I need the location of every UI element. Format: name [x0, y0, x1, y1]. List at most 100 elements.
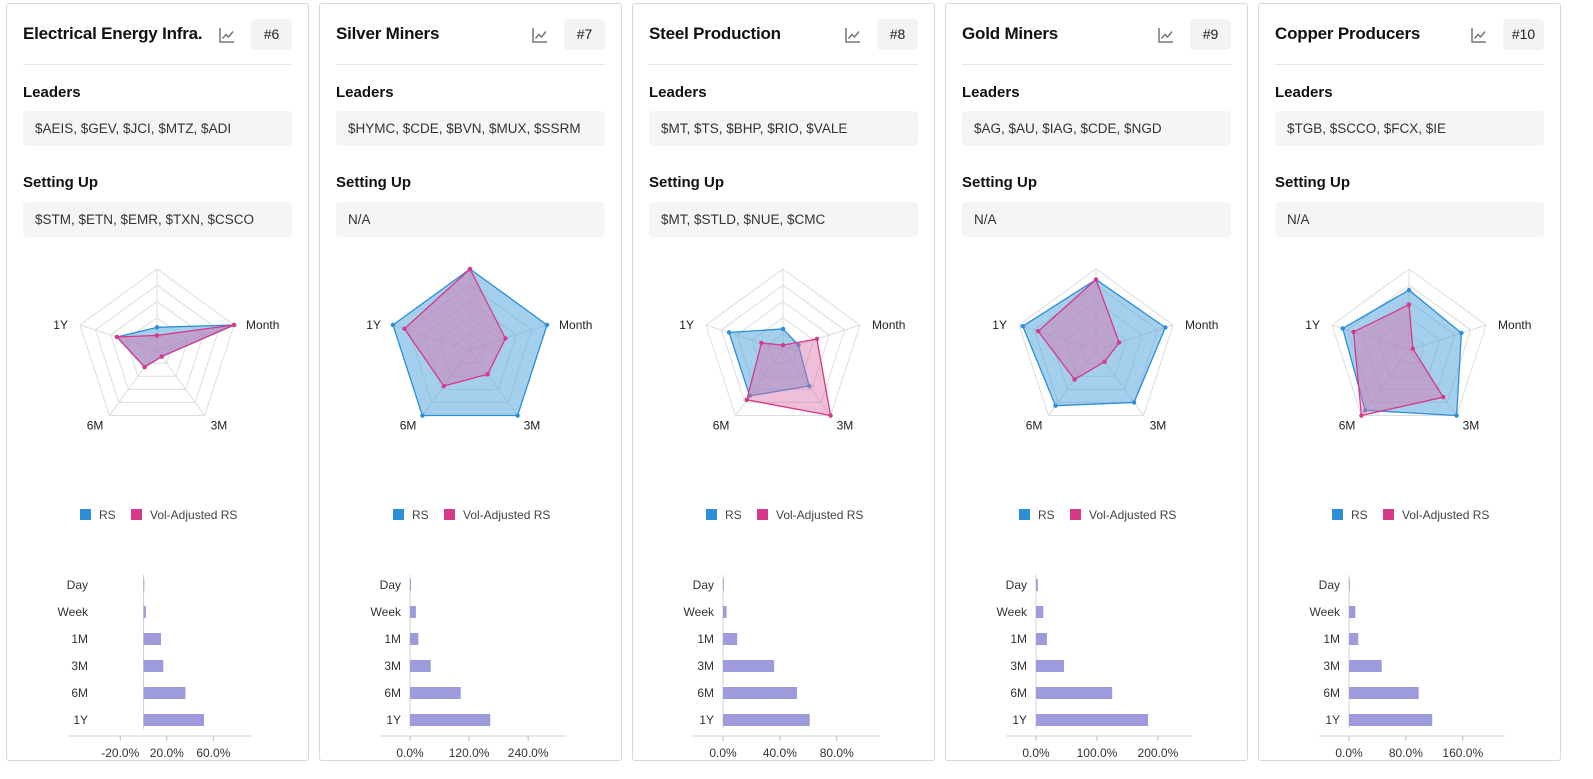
bar [1349, 660, 1382, 672]
legend-vol-label: Vol-Adjusted RS [1402, 508, 1489, 522]
radar-axis-label: Week [1394, 262, 1425, 263]
rank-badge: #7 [564, 19, 605, 50]
radar-series-vol-adjusted-rs [116, 324, 235, 368]
bar-category-label: 6M [1323, 686, 1340, 700]
radar-point-vol-adjusted-rs [1102, 359, 1107, 364]
card-title: Electrical Energy Infra. [23, 24, 203, 43]
line-chart-icon[interactable] [1157, 26, 1175, 44]
legend-vol-swatch [1070, 509, 1081, 520]
radar-series-vol-adjusted-rs [1037, 278, 1120, 381]
bar-chart: Day Week 1M 3M 6M 1Y 0.0% 40.0% 80.0% [684, 575, 879, 760]
radar-axis-label: Month [1498, 318, 1531, 332]
bar-category-label: 6M [384, 686, 401, 700]
bar-category-label: 1Y [73, 713, 88, 727]
radar-point-vol-adjusted-rs [441, 383, 447, 389]
bar [143, 660, 164, 672]
radar-point-vol-adjusted-rs [1072, 377, 1077, 382]
bar [410, 633, 419, 645]
leaders-label: Leaders [336, 84, 394, 101]
legend-rs-label: RS [1038, 508, 1055, 522]
bar-chart: Day Week 1M 3M 6M 1Y -20.0% 20.0% 60.0% [58, 575, 253, 760]
radar-point-vol-adjusted-rs [1359, 413, 1364, 418]
line-chart-icon[interactable] [218, 26, 236, 44]
bar-category-label: 1Y [1012, 713, 1027, 727]
radar-chart: Week Month 3M 6M 1Y RS Vol-Adjusted RS [366, 262, 592, 522]
radar-axis-label: 3M [524, 419, 541, 433]
radar-point-vol-adjusted-rs [814, 336, 820, 342]
radar-series-vol-adjusted-rs [1352, 303, 1444, 417]
radar-series-rs [392, 268, 548, 417]
radar-grid-ring [705, 268, 861, 417]
leaders-value: $MT, $TS, $BHP, $RIO, $VALE [649, 111, 918, 146]
bar-category-label: 3M [384, 659, 401, 673]
radar-point-rs [515, 413, 520, 418]
bar [410, 606, 416, 618]
bar-chart: Day Week 1M 3M 6M 1Y 0.0% 120.0% 240.0% [371, 575, 566, 760]
bar [143, 714, 205, 726]
bar-category-label: 6M [697, 686, 714, 700]
radar-axis-label: 1Y [992, 318, 1007, 332]
setting-up-value: N/A [1275, 202, 1544, 237]
setting-up-label: Setting Up [1275, 174, 1350, 191]
radar-spoke [156, 349, 206, 416]
radar-axis-label: 1Y [679, 318, 694, 332]
bar-tick-label: 0.0% [1335, 746, 1363, 760]
radar-point-rs [806, 383, 812, 389]
radar-point-rs [796, 342, 801, 348]
radar-grid-ring [720, 284, 846, 403]
bar [723, 687, 797, 699]
radar-point-rs [1454, 413, 1459, 418]
radar-grid-ring [79, 268, 235, 417]
bar [410, 660, 431, 672]
radar-point-vol-adjusted-rs [159, 354, 164, 359]
setting-up-label: Setting Up [649, 174, 724, 191]
bar-tick-label: 40.0% [763, 746, 797, 760]
radar-point-rs [780, 326, 786, 332]
card-header: Silver Miners #7 [336, 4, 605, 65]
radar-point-vol-adjusted-rs [154, 333, 160, 338]
radar-grid-ring [1331, 268, 1487, 417]
radar-point-rs [1406, 287, 1412, 293]
sector-card: Electrical Energy Infra. #6 Leaders $AEI… [6, 3, 309, 761]
bar [1349, 687, 1419, 699]
bar-tick-label: 120.0% [449, 746, 490, 760]
bar-tick-label: -20.0% [101, 746, 139, 760]
radar-chart: Week Month 3M 6M 1Y RS Vol-Adjusted RS [992, 262, 1218, 522]
bar-category-label: Day [693, 578, 714, 592]
radar-axis-label: 3M [837, 419, 854, 433]
bar [410, 687, 461, 699]
line-chart-icon[interactable] [531, 26, 549, 44]
radar-axis-label: 1Y [1305, 318, 1320, 332]
bar-category-label: 1Y [1325, 713, 1340, 727]
radar-grid-ring [94, 284, 220, 403]
radar-point-vol-adjusted-rs [1406, 302, 1412, 307]
line-chart-icon[interactable] [1470, 26, 1488, 44]
bar-tick-label: 100.0% [1077, 746, 1118, 760]
bar-category-label: Day [1006, 578, 1027, 592]
radar-point-vol-adjusted-rs [828, 413, 833, 418]
bar-category-label: 3M [1323, 659, 1340, 673]
radar-point-vol-adjusted-rs [1036, 329, 1041, 334]
radar-axis-label: Month [559, 318, 592, 332]
radar-point-vol-adjusted-rs [1351, 329, 1356, 335]
bar-tick-label: 20.0% [150, 746, 184, 760]
legend-rs-label: RS [1351, 508, 1368, 522]
radar-point-vol-adjusted-rs [1441, 394, 1446, 400]
bar-category-label: 1M [1010, 632, 1027, 646]
bar [1349, 606, 1356, 618]
rank-badge: #9 [1190, 19, 1231, 50]
bar [143, 687, 186, 699]
radar-axis-label: Month [872, 318, 905, 332]
bar [723, 606, 727, 618]
line-chart-icon[interactable] [844, 26, 862, 44]
card-header: Copper Producers #10 [1275, 4, 1544, 65]
radar-axis-label: Month [1185, 318, 1218, 332]
bar [1349, 714, 1433, 726]
radar-point-vol-adjusted-rs [231, 322, 237, 328]
rank-badge: #8 [877, 19, 918, 50]
bar [410, 579, 411, 591]
radar-point-rs [1163, 325, 1168, 330]
radar-chart: Week Month 3M 6M 1Y RS Vol-Adjusted RS [679, 262, 905, 522]
radar-point-vol-adjusted-rs [759, 340, 764, 346]
radar-chart: Week Month 3M 6M 1Y RS Vol-Adjusted RS [1305, 262, 1531, 522]
